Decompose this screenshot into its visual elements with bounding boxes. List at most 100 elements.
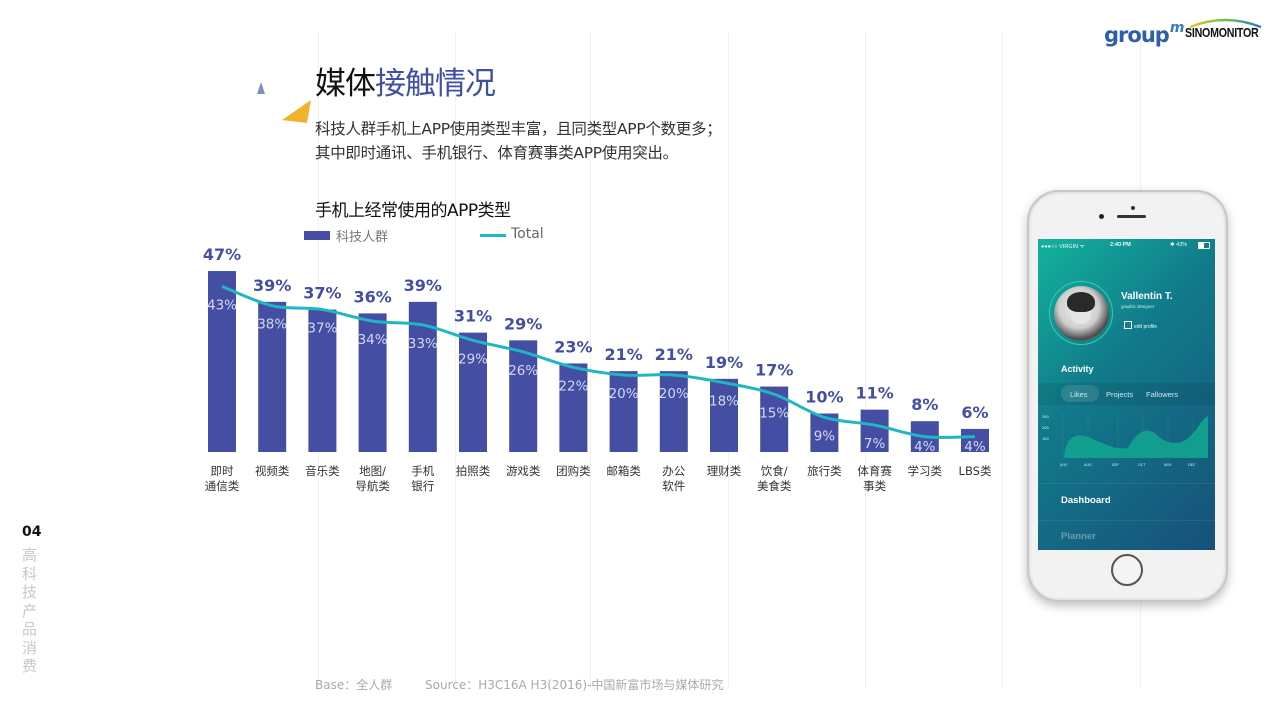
battery-icon [1198, 242, 1210, 249]
menu-item-dashboard[interactable]: Dashboard [1061, 495, 1111, 506]
bar [609, 371, 638, 452]
category-label: 游戏类 [506, 464, 541, 478]
svg-text:200: 200 [1042, 426, 1049, 430]
total-value-label: 43% [207, 297, 237, 313]
footer-source-note: Source：H3C16A H3(2016)-中国新富市场与媒体研究 [425, 678, 724, 692]
svg-text:300: 300 [1042, 415, 1049, 419]
total-value-label: 20% [609, 386, 639, 402]
phone-activity-chart: 300 200 100 JULY AUG SEP OCT NOV DEC [1042, 414, 1208, 467]
total-value-label: 20% [659, 386, 689, 402]
phone-sensor [1131, 206, 1135, 210]
avatar[interactable] [1054, 286, 1109, 341]
labels-group: 47% 39% 37% 36% 39% 31% 29% 23% 21% 21% 19% 17% 10% 1… [203, 245, 992, 493]
total-value-label: 9% [814, 428, 836, 444]
tabs-bar [1038, 383, 1215, 405]
bar-value-label: 47% [203, 245, 241, 264]
tab-likes[interactable]: Likes [1070, 390, 1088, 399]
bar [258, 301, 287, 452]
total-value-label: 7% [864, 436, 886, 452]
bar [559, 363, 588, 452]
status-carrier: ●●●○○ VIRGIN ᯤ [1041, 244, 1085, 250]
category-label: 旅行类 [807, 464, 842, 478]
bar-value-label: 17% [755, 361, 793, 380]
bar-value-label: 23% [554, 337, 592, 356]
bar-value-label: 29% [504, 314, 542, 333]
subtitle-line: 科技人群手机上APP使用类型丰富，且同类型APP个数更多； [315, 120, 722, 138]
mini-chart-x-label: NOV [1164, 463, 1172, 467]
menu-item-planner[interactable]: Planner [1061, 531, 1096, 542]
total-value-label: 33% [408, 336, 438, 352]
category-label: 邮箱类 [606, 464, 641, 478]
sinomonitor-arc-icon [1189, 18, 1262, 29]
total-value-label: 34% [358, 332, 388, 348]
mini-chart-x-label: OCT [1138, 463, 1146, 467]
groupm-logo-mark: m [1169, 20, 1185, 36]
category-label: 饮食/ [761, 464, 788, 478]
tab-followers[interactable]: Fallowers [1146, 390, 1179, 399]
section-label-vertical: 高科技产品消费 [22, 546, 38, 675]
bar [710, 378, 738, 452]
edit-icon [1124, 321, 1132, 329]
background-grid-line [728, 32, 729, 688]
bar [659, 371, 688, 452]
bar-value-label: 31% [454, 307, 492, 326]
total-value-label: 37% [307, 321, 337, 337]
category-label: 导航类 [355, 479, 390, 493]
category-label: 事类 [863, 479, 886, 493]
bar-value-label: 19% [705, 353, 743, 372]
bars-group [208, 271, 989, 452]
status-battery-text: ✱ 43% [1170, 242, 1188, 248]
total-value-label: 38% [257, 317, 287, 333]
groupm-logo-text: group [1104, 23, 1170, 47]
tab-likes-highlight [1061, 385, 1099, 402]
phone-speaker [1117, 215, 1146, 218]
edit-profile-link[interactable]: edit profile [1124, 321, 1157, 330]
phone-screen: ●●●○○ VIRGIN ᯤ 2:40 PM ✱ 43% Vallentin T… [1038, 239, 1215, 550]
bar-value-label: 8% [911, 395, 938, 414]
legend-line-swatch [480, 234, 506, 237]
mini-chart-x-label: JULY [1059, 463, 1068, 467]
total-line-group [221, 285, 976, 439]
bar-value-label: 10% [805, 388, 843, 407]
category-label: 办公 [662, 464, 685, 478]
footer-base-note: Base：全人群 [315, 678, 393, 692]
total-value-label: 4% [964, 439, 986, 455]
bar [459, 332, 487, 452]
tab-projects[interactable]: Projects [1106, 390, 1134, 399]
category-label: 软件 [662, 479, 685, 493]
bar [860, 409, 889, 452]
sinomonitor-logo: SINOMONITOR [1185, 25, 1259, 40]
total-value-label: 18% [709, 394, 739, 410]
category-label: 视频类 [255, 464, 290, 478]
bar-value-label: 21% [604, 345, 642, 364]
total-value-label: 26% [508, 363, 538, 379]
activity-heading: Activity [1061, 364, 1094, 374]
groupm-logo: groupm [1104, 20, 1185, 47]
edit-profile-label: edit profile [1134, 324, 1158, 330]
bar-value-label: 6% [961, 403, 988, 422]
category-label: 手机 [411, 464, 434, 478]
menu-divider [1038, 520, 1215, 521]
page-title-plain: 媒体 [315, 66, 376, 102]
category-label: 理财类 [707, 464, 742, 478]
bar-value-label: 37% [303, 284, 341, 303]
category-label: LBS类 [959, 464, 992, 478]
bar [308, 309, 337, 452]
category-label: 音乐类 [305, 464, 340, 478]
background-grid-line [590, 32, 591, 688]
bar [509, 340, 538, 452]
page-title-highlight: 接触情况 [375, 66, 496, 102]
bar-value-label: 39% [404, 276, 442, 295]
avatar-ring [1049, 281, 1113, 345]
category-label: 学习类 [908, 464, 943, 478]
total-value-label: 15% [759, 405, 789, 421]
background-grid-line [455, 32, 456, 688]
page-number: 04 [22, 524, 42, 540]
total-series-line [221, 285, 976, 439]
category-label: 团购类 [556, 464, 591, 478]
category-label: 银行 [411, 479, 434, 493]
mini-chart-x-label: SEP [1112, 463, 1119, 467]
bar-value-label: 36% [353, 287, 391, 306]
category-label: 体育赛 [857, 464, 892, 478]
